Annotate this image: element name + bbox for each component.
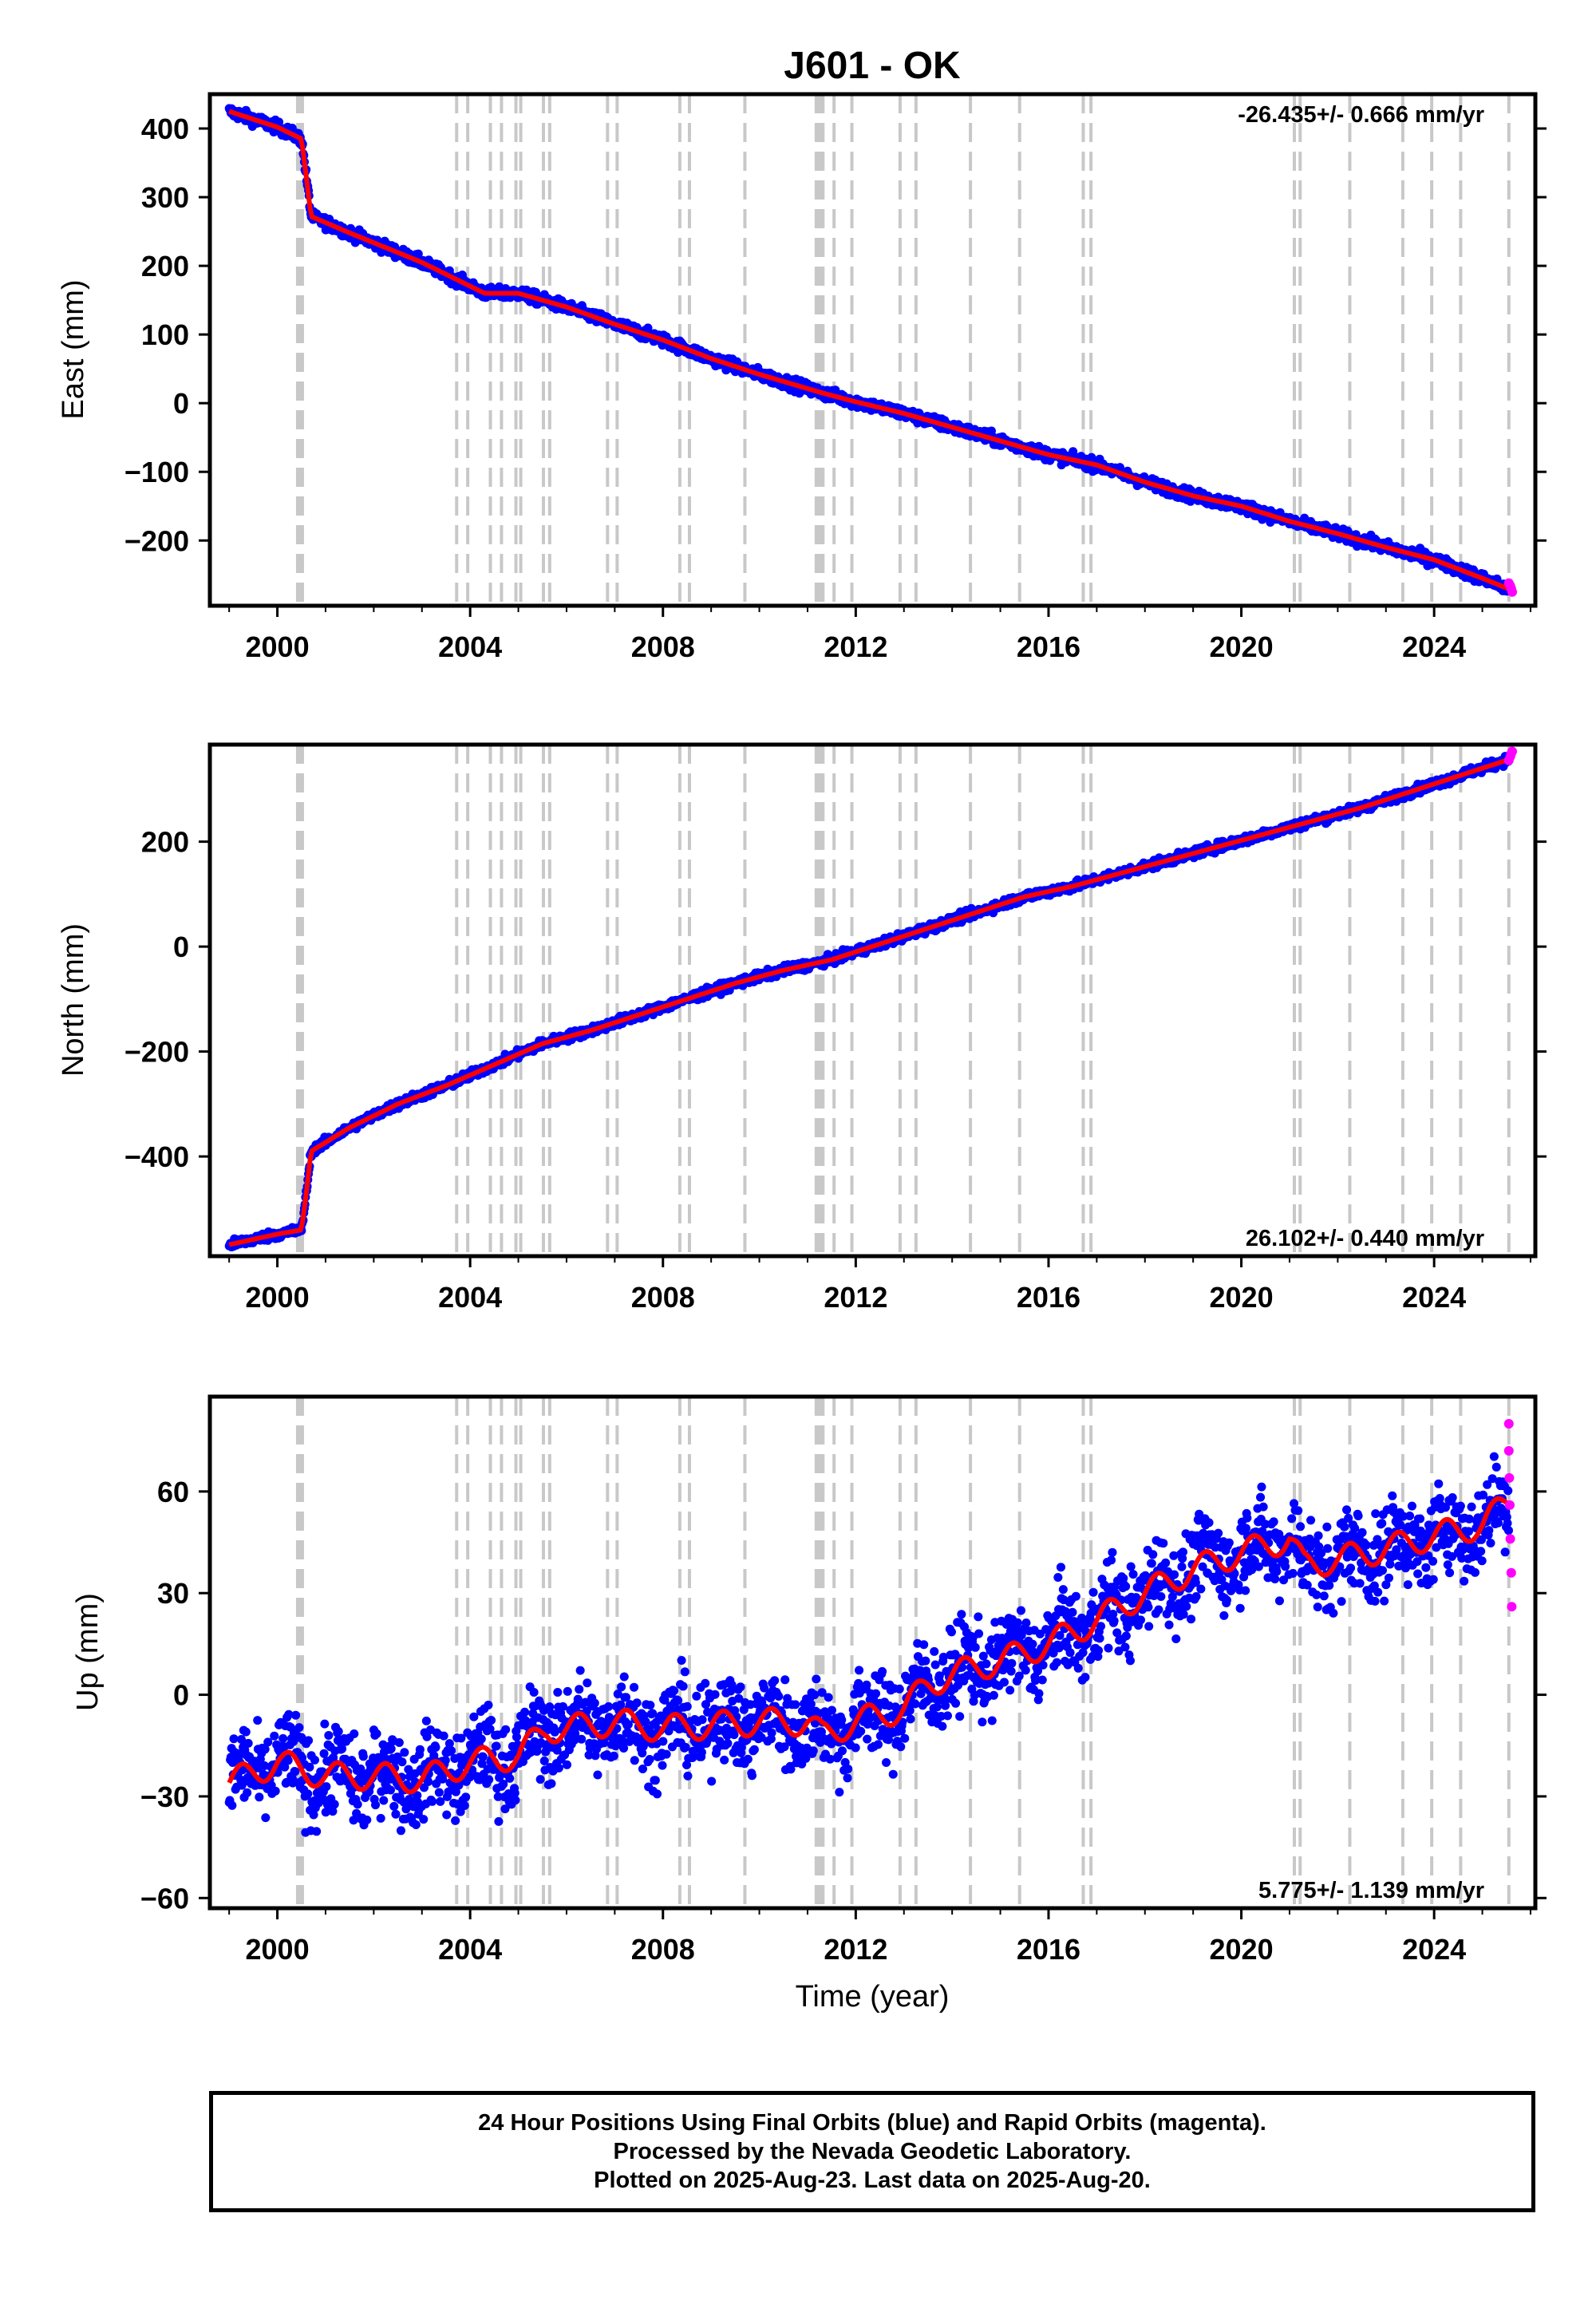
up-event-lines [295,1397,1511,1908]
east-y-tick-label-6: 400 [141,113,189,145]
east-y-axis-label: East (mm) [57,279,90,419]
up-rapid-points [1503,1418,1517,1612]
east-daily-positions [224,104,1513,596]
caption-line-1: 24 Hour Positions Using Final Orbits (bl… [478,2110,1266,2136]
north-panel: 2000 2004 2008 2012 2016 2020 2024−400−2000200… [57,742,1547,1314]
caption-line-2: Processed by the Nevada Geodetic Laborat… [613,2139,1132,2164]
up-rate-label: 5.775+/- 1.139 mm/yr [1258,1878,1484,1903]
up-x-tick-label-0: 2000 [246,1933,310,1966]
north-x-tick-label-1: 2004 [438,1281,502,1314]
north-model [228,756,1512,1247]
east-y-tick-label-3: 100 [141,318,189,351]
chart-title: J601 - OK [784,45,961,87]
east-rapid-point-3 [1507,587,1518,597]
up-rapid-point-6 [1507,1602,1517,1612]
north-x-tick-label-2: 2008 [631,1281,695,1314]
north-y-axis-label: North (mm) [57,923,90,1077]
up-y-axis-label: Up (mm) [71,1593,105,1711]
up-x-tick-label-4: 2016 [1017,1933,1080,1966]
east-scatter [224,104,1513,596]
up-x-tick-label-5: 2020 [1210,1933,1274,1966]
north-x-tick-label-5: 2020 [1210,1281,1274,1314]
north-y-tick-label-2: 0 [173,931,189,963]
caption-line-3: Plotted on 2025-Aug-23. Last data on 202… [594,2168,1151,2193]
east-rate-label: -26.435+/- 0.666 mm/yr [1238,102,1484,128]
up-y-tick-label-4: 60 [157,1476,189,1508]
up-x-tick-label-2: 2008 [631,1933,695,1966]
up-x-tick-label-3: 2012 [824,1933,887,1966]
up-y-tick-label-3: 30 [157,1577,189,1610]
east-model-line [228,109,1512,592]
up-model-line [227,1496,1513,1795]
east-ticks: 2000 2004 2008 2012 2016 2020 2024 −200 −100 0 100… [124,113,1547,663]
up-y-tick-label-0: −60 [140,1882,189,1915]
north-rapid-point-3 [1507,746,1518,757]
up-rapid-point-4 [1505,1534,1515,1544]
up-y-tick-label-2: 0 [173,1679,189,1712]
up-rapid-point-5 [1506,1567,1516,1578]
east-y-tick-label-0: −200 [124,524,189,557]
north-y-tick-label-0: −400 [124,1140,189,1173]
caption-box: 24 Hour Positions Using Final Orbits (bl… [209,2091,1535,2212]
east-panel: 2000 2004 2008 2012 2016 2020 2024 −200 −100 0 100… [57,92,1547,663]
up-rapid-point-3 [1504,1500,1515,1510]
up-plot-frame [207,1394,1538,1911]
up-x-tick-label-1: 2004 [438,1933,502,1966]
north-x-tick-label-0: 2000 [246,1281,310,1314]
up-model [227,1496,1513,1795]
east-x-tick-label-4: 2016 [1017,630,1080,663]
up-rapid-point-0 [1503,1418,1514,1429]
up-rapid-point-2 [1504,1472,1515,1483]
north-x-tick-label-4: 2016 [1017,1281,1080,1314]
east-y-tick-label-1: −100 [124,456,189,488]
north-daily-positions [224,752,1513,1251]
north-plot-frame [207,742,1538,1259]
east-plot-frame [207,92,1538,608]
east-y-tick-label-2: 0 [173,387,189,420]
east-y-tick-label-4: 200 [141,250,189,283]
up-y-tick-label-1: −30 [140,1780,189,1813]
up-x-tick-label-6: 2024 [1402,1933,1466,1966]
north-scatter [224,752,1513,1251]
east-x-tick-label-6: 2024 [1402,630,1466,663]
east-model [228,109,1512,592]
north-y-tick-label-1: −200 [124,1036,189,1069]
north-ticks: 2000 2004 2008 2012 2016 2020 2024 −400 −200 0 200 [124,826,1547,1314]
east-x-tick-label-0: 2000 [246,630,310,663]
east-y-tick-label-5: 300 [141,181,189,214]
north-model-line [228,756,1512,1247]
north-rate-label: 26.102+/- 0.440 mm/yr [1246,1226,1484,1251]
north-x-tick-label-3: 2012 [824,1281,887,1314]
up-rapid-point-1 [1503,1445,1514,1456]
east-x-tick-label-3: 2012 [824,630,887,663]
north-x-tick-label-6: 2024 [1402,1281,1466,1314]
east-x-tick-label-2: 2008 [631,630,695,663]
east-x-tick-label-1: 2004 [438,630,502,663]
x-axis-label: Time (year) [796,1980,950,2014]
north-rapid-points [1503,746,1518,765]
up-panel: 2000 2004 2008 2012 2016 2020 2024−60−3003060 … [71,1394,1547,2014]
east-x-tick-label-5: 2020 [1210,630,1274,663]
up-ticks: 2000 2004 2008 2012 2016 2020 2024 −60 −30 0 30 60 [140,1476,1547,1966]
east-rapid-points [1503,578,1518,597]
north-y-tick-label-3: 200 [141,826,189,859]
